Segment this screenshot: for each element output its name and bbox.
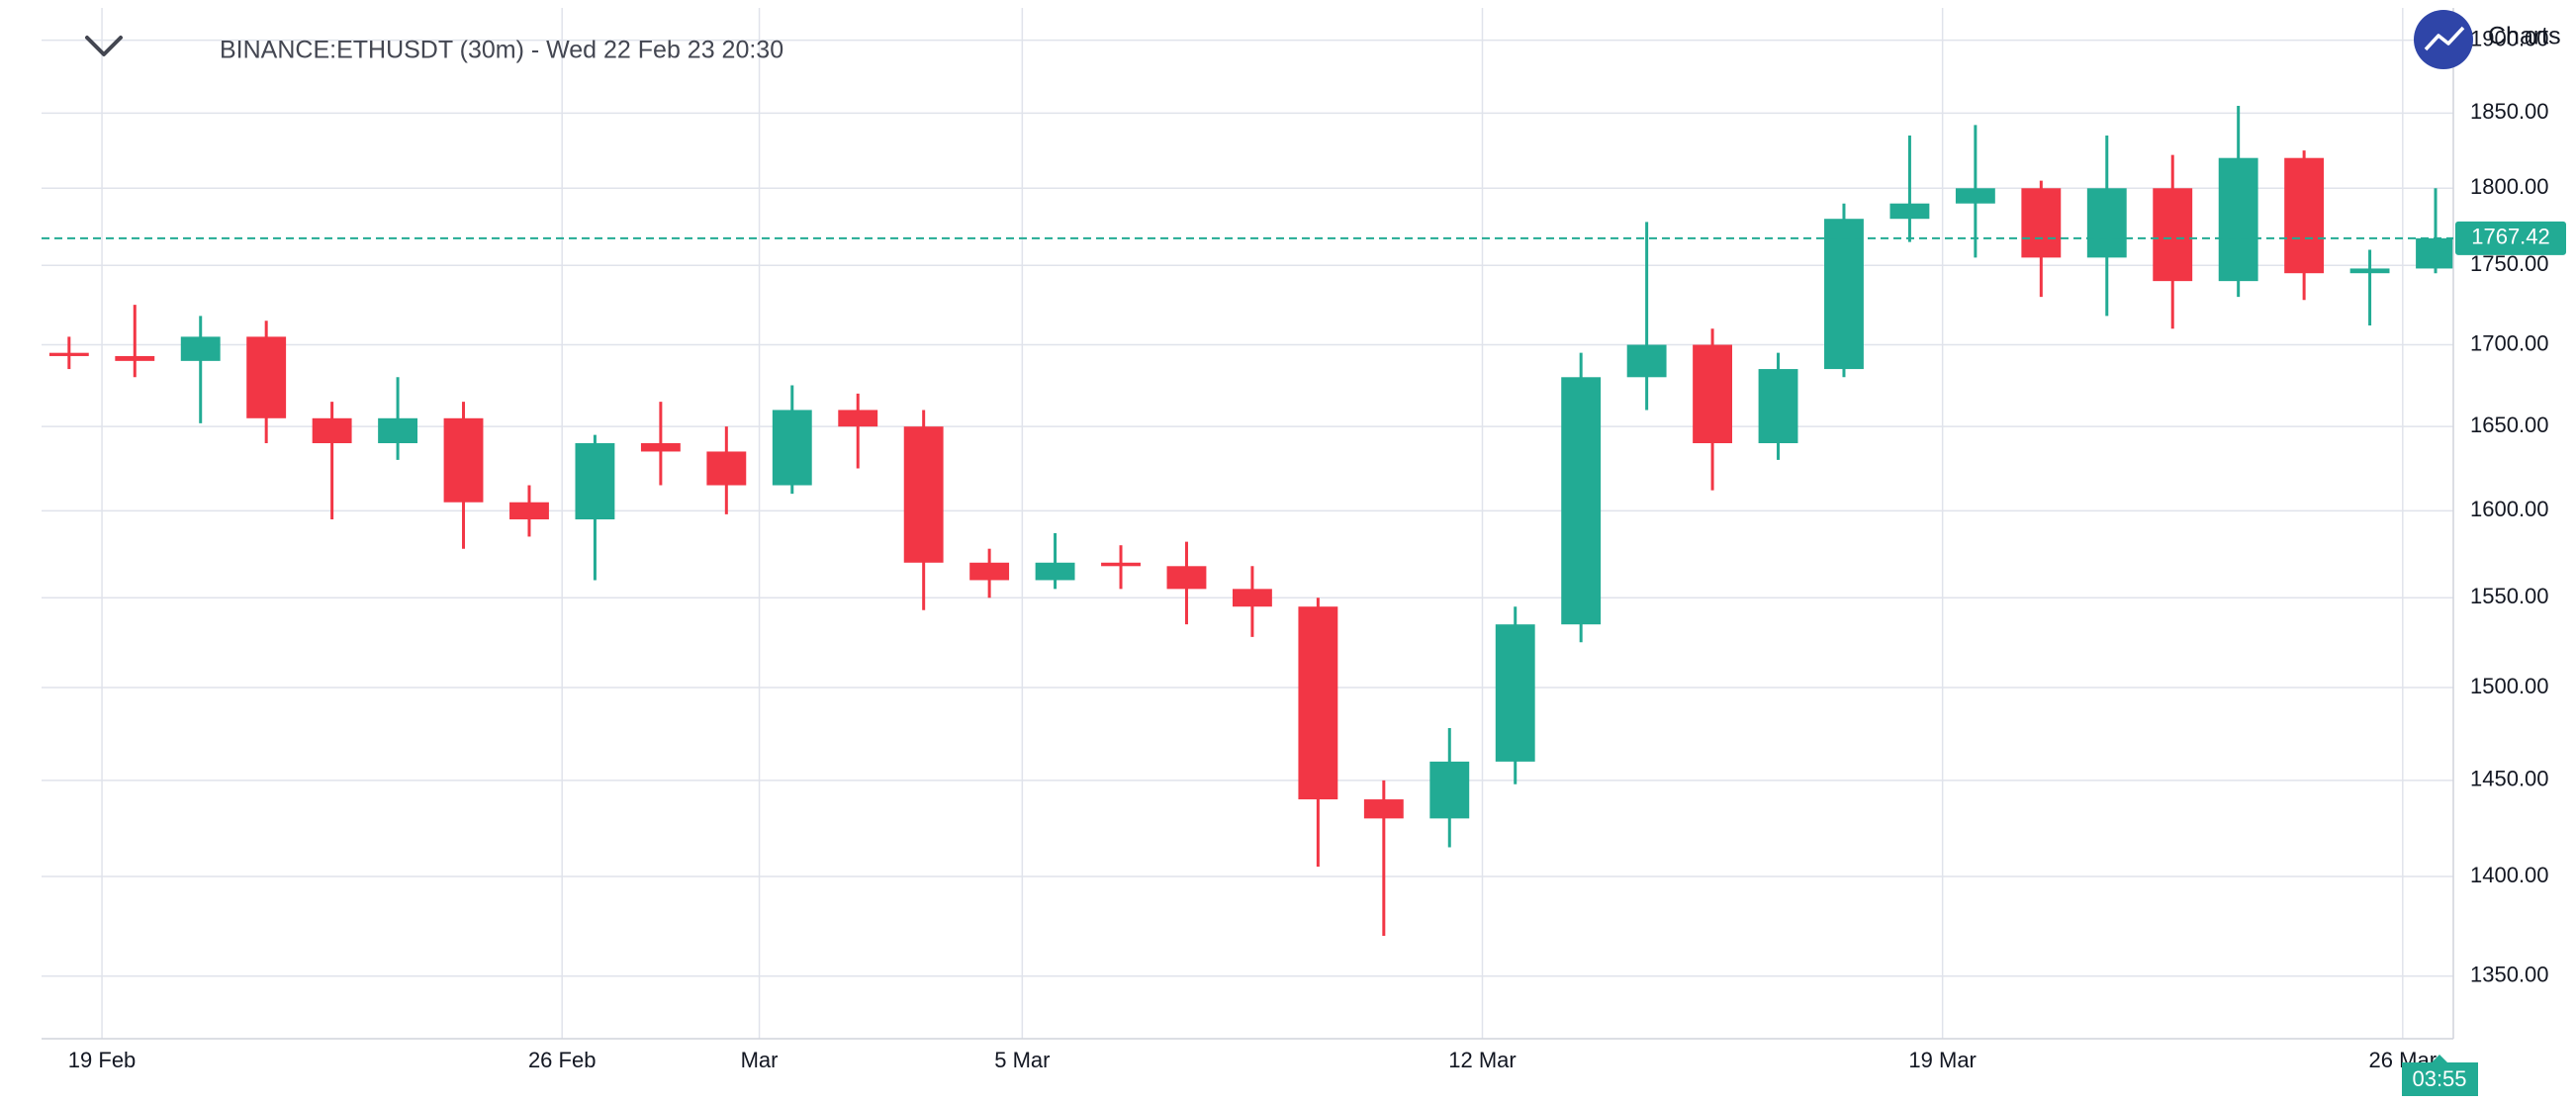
candle-body <box>1889 203 1930 220</box>
candle-body <box>1035 562 1075 581</box>
candle-body <box>2349 268 2390 274</box>
candle-body <box>1232 589 1272 607</box>
y-tick-label: 1350.00 <box>2470 963 2549 987</box>
axis-labels: 1350.00 1400.00 1450.00 1500.00 1550.00 1600.… <box>68 26 2549 1071</box>
y-tick-label: 1650.00 <box>2470 413 2549 437</box>
candle-body <box>2021 188 2062 258</box>
candle-body <box>2284 157 2325 274</box>
candle-body <box>1495 624 1535 762</box>
candle-body <box>246 336 287 418</box>
candle-body <box>115 355 155 361</box>
candle-body <box>1298 606 1338 800</box>
y-tick-label: 1850.00 <box>2470 99 2549 124</box>
candle-body <box>1626 344 1667 378</box>
collapse-chevron[interactable] <box>85 36 123 56</box>
y-tick-label: 1900.00 <box>2470 26 2549 50</box>
countdown: 03:55 <box>2412 1066 2466 1091</box>
y-tick-label: 1800.00 <box>2470 174 2549 199</box>
chart-title: BINANCE:ETHUSDT (30m) - Wed 22 Feb 23 20… <box>220 37 783 64</box>
candle-body <box>1101 562 1141 567</box>
candle-body <box>48 352 89 356</box>
y-tick-label: 1600.00 <box>2470 497 2549 521</box>
candle-body <box>180 336 221 361</box>
candle-body <box>1561 377 1602 625</box>
last-price-label: 1767.42 <box>2471 225 2550 249</box>
candle-body <box>575 443 615 520</box>
brand-name[interactable]: Charts <box>2488 23 2561 50</box>
candle-body <box>1429 761 1470 819</box>
y-tick-label: 1750.00 <box>2470 251 2549 276</box>
brand-logo-icon <box>2424 26 2465 51</box>
countdown-box <box>2402 1062 2478 1096</box>
candle-body <box>903 426 944 563</box>
candle-body <box>1693 344 1733 444</box>
candle-body <box>969 562 1010 581</box>
y-tick-label: 1450.00 <box>2470 767 2549 791</box>
x-tick-label: 5 Mar <box>994 1048 1050 1072</box>
candle-body <box>2416 237 2453 269</box>
candle-body <box>838 410 878 427</box>
candle-body <box>2218 157 2258 282</box>
x-tick-label: 26 Feb <box>528 1048 597 1072</box>
candle-body <box>772 410 812 486</box>
x-tick-label: 19 Mar <box>1908 1048 1976 1072</box>
candle-body <box>1824 219 1864 370</box>
x-tick-label: 12 Mar <box>1448 1048 1516 1072</box>
candles <box>48 105 2453 937</box>
candle-body <box>378 417 418 444</box>
candle-body <box>640 443 681 452</box>
candle-body <box>312 417 352 444</box>
y-tick-label: 1500.00 <box>2470 674 2549 698</box>
y-tick-label: 1400.00 <box>2470 863 2549 887</box>
candle-body <box>1363 799 1404 819</box>
x-tick-label: Mar <box>741 1048 779 1072</box>
candle-body <box>1955 188 1995 204</box>
countdown-pointer <box>2432 1055 2447 1062</box>
last-price-box <box>2455 221 2566 255</box>
candle-body <box>706 451 747 486</box>
candle-body <box>1758 369 1798 444</box>
candle-body <box>443 417 484 503</box>
x-tick-label: 19 Feb <box>68 1048 137 1072</box>
candle-body <box>1166 566 1207 590</box>
candle-body <box>2086 188 2127 258</box>
candle-body <box>509 502 549 520</box>
y-tick-label: 1700.00 <box>2470 330 2549 355</box>
candle-body <box>2153 188 2193 282</box>
y-tick-label: 1550.00 <box>2470 584 2549 608</box>
